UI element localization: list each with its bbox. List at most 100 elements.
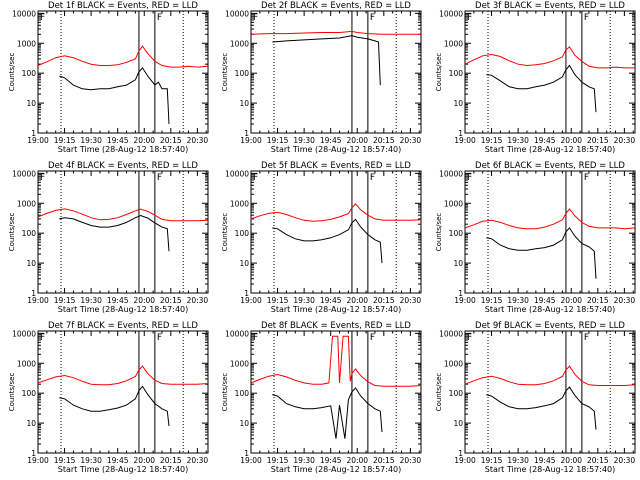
x-tick-label: 19:00 <box>240 136 262 145</box>
y-tick-label: 1000 <box>17 199 36 208</box>
x-tick-label: 20:15 <box>587 136 609 145</box>
y-tick-label: 100 <box>449 229 464 238</box>
y-tick-label: 1000 <box>230 359 249 368</box>
x-tick-label: 20:15 <box>587 296 609 305</box>
lld-series-line <box>37 45 209 68</box>
y-tick-label: 1000 <box>17 39 36 48</box>
y-tick-label: 100 <box>22 389 37 398</box>
x-tick-label: 20:30 <box>614 136 636 145</box>
x-tick-label: 20:30 <box>400 296 422 305</box>
x-tick-label: 19:30 <box>293 136 315 145</box>
x-tick-label: 19:00 <box>240 296 262 305</box>
panel-det-8: Det 8f BLACK = Events, RED = LLD 1 10 100 10… <box>221 321 422 474</box>
plot-frame <box>37 170 209 294</box>
plot-frame <box>37 10 209 134</box>
panel-title: Det 7f BLACK = Events, RED = LLD <box>48 321 198 331</box>
x-tick-label: 19:45 <box>534 296 556 305</box>
panel-det-6: Det 6f BLACK = Events, RED = LLD 1 10 100 10… <box>435 161 636 314</box>
flag-marker-label: F <box>370 173 375 183</box>
events-series-line <box>486 64 597 113</box>
x-tick-label: 19:15 <box>267 296 289 305</box>
y-axis-label: Counts/sec <box>8 373 16 412</box>
x-axis-label: Start Time (28-Aug-12 18:57:40) <box>58 305 189 314</box>
y-tick-label: 1000 <box>444 199 463 208</box>
y-axis-label: Counts/sec <box>8 213 16 252</box>
flag-marker-label: F <box>584 173 589 183</box>
plot-frame <box>250 330 422 454</box>
panel-title: Det 8f BLACK = Events, RED = LLD <box>261 321 411 331</box>
flag-marker-label: F <box>370 13 375 23</box>
x-tick-label: 20:00 <box>560 296 582 305</box>
x-tick-label: 19:45 <box>107 136 129 145</box>
x-tick-label: 19:15 <box>54 296 76 305</box>
plot-frame <box>464 10 636 134</box>
plot-frame <box>250 170 422 294</box>
y-tick-label: 100 <box>235 229 250 238</box>
x-tick-label: 20:00 <box>133 296 155 305</box>
x-tick-label: 19:15 <box>481 296 503 305</box>
panel-title: Det 2f BLACK = Events, RED = LLD <box>261 1 411 11</box>
x-tick-label: 19:30 <box>80 296 102 305</box>
y-tick-label: 10000 <box>439 169 463 178</box>
x-tick-label: 19:45 <box>107 296 129 305</box>
plot-frame <box>464 330 636 454</box>
flag-marker-label: F <box>253 333 258 343</box>
plot-frame <box>37 330 209 454</box>
y-tick-label: 1 <box>244 449 249 458</box>
y-tick-label: 10000 <box>225 329 249 338</box>
y-tick-label: 10000 <box>225 169 249 178</box>
x-tick-label: 19:30 <box>507 296 529 305</box>
y-tick-label: 1 <box>31 129 36 138</box>
y-tick-label: 1000 <box>17 359 36 368</box>
x-tick-label: 19:45 <box>320 456 342 465</box>
lld-series-line <box>250 30 421 35</box>
y-tick-label: 10 <box>26 99 36 108</box>
y-tick-label: 100 <box>449 69 464 78</box>
lld-series-line <box>250 335 422 387</box>
x-tick-label: 20:15 <box>373 296 395 305</box>
flag-marker-label: F <box>467 13 472 23</box>
x-axis-label: Start Time (28-Aug-12 18:57:40) <box>271 145 402 154</box>
x-tick-label: 20:00 <box>346 296 368 305</box>
x-tick-label: 20:30 <box>400 456 422 465</box>
x-tick-label: 19:15 <box>54 136 76 145</box>
x-tick-label: 19:15 <box>481 136 503 145</box>
x-tick-label: 19:45 <box>534 456 556 465</box>
flag-marker-label: F <box>157 13 162 23</box>
y-axis-label: Counts/sec <box>435 373 443 412</box>
x-tick-label: 19:30 <box>293 296 315 305</box>
y-tick-label: 10 <box>26 419 36 428</box>
x-tick-label: 19:30 <box>80 136 102 145</box>
y-tick-label: 10 <box>239 99 249 108</box>
y-tick-label: 10 <box>453 419 463 428</box>
flag-marker-label: F <box>467 333 472 343</box>
x-tick-label: 19:00 <box>27 456 49 465</box>
panel-det-2: Det 2f BLACK = Events, RED = LLD 1 10 100 10… <box>221 1 422 154</box>
events-series-line <box>272 387 383 439</box>
y-axis-label: Counts/sec <box>221 53 229 92</box>
x-tick-label: 19:15 <box>54 456 76 465</box>
y-tick-label: 1 <box>31 289 36 298</box>
y-tick-label: 10 <box>26 259 36 268</box>
x-tick-label: 19:45 <box>320 136 342 145</box>
y-tick-label: 1 <box>244 129 249 138</box>
lld-series-line <box>37 365 209 386</box>
flag-marker-label: F <box>370 333 375 343</box>
x-tick-label: 19:00 <box>454 136 476 145</box>
events-series-line <box>486 227 597 279</box>
x-tick-label: 19:30 <box>507 136 529 145</box>
flag-marker-label: F <box>157 333 162 343</box>
x-tick-label: 20:00 <box>560 136 582 145</box>
x-tick-label: 20:00 <box>346 136 368 145</box>
x-tick-label: 20:15 <box>587 456 609 465</box>
y-tick-label: 1000 <box>444 359 463 368</box>
x-tick-label: 19:00 <box>240 456 262 465</box>
x-tick-label: 19:45 <box>107 456 129 465</box>
panel-det-5: Det 5f BLACK = Events, RED = LLD 1 10 100 10… <box>221 161 422 314</box>
x-tick-label: 19:15 <box>267 136 289 145</box>
x-axis-label: Start Time (28-Aug-12 18:57:40) <box>485 305 616 314</box>
x-tick-label: 19:30 <box>293 456 315 465</box>
x-tick-label: 19:00 <box>454 456 476 465</box>
panel-det-4: Det 4f BLACK = Events, RED = LLD 1 10 100 10… <box>8 161 209 314</box>
x-tick-label: 19:15 <box>267 456 289 465</box>
